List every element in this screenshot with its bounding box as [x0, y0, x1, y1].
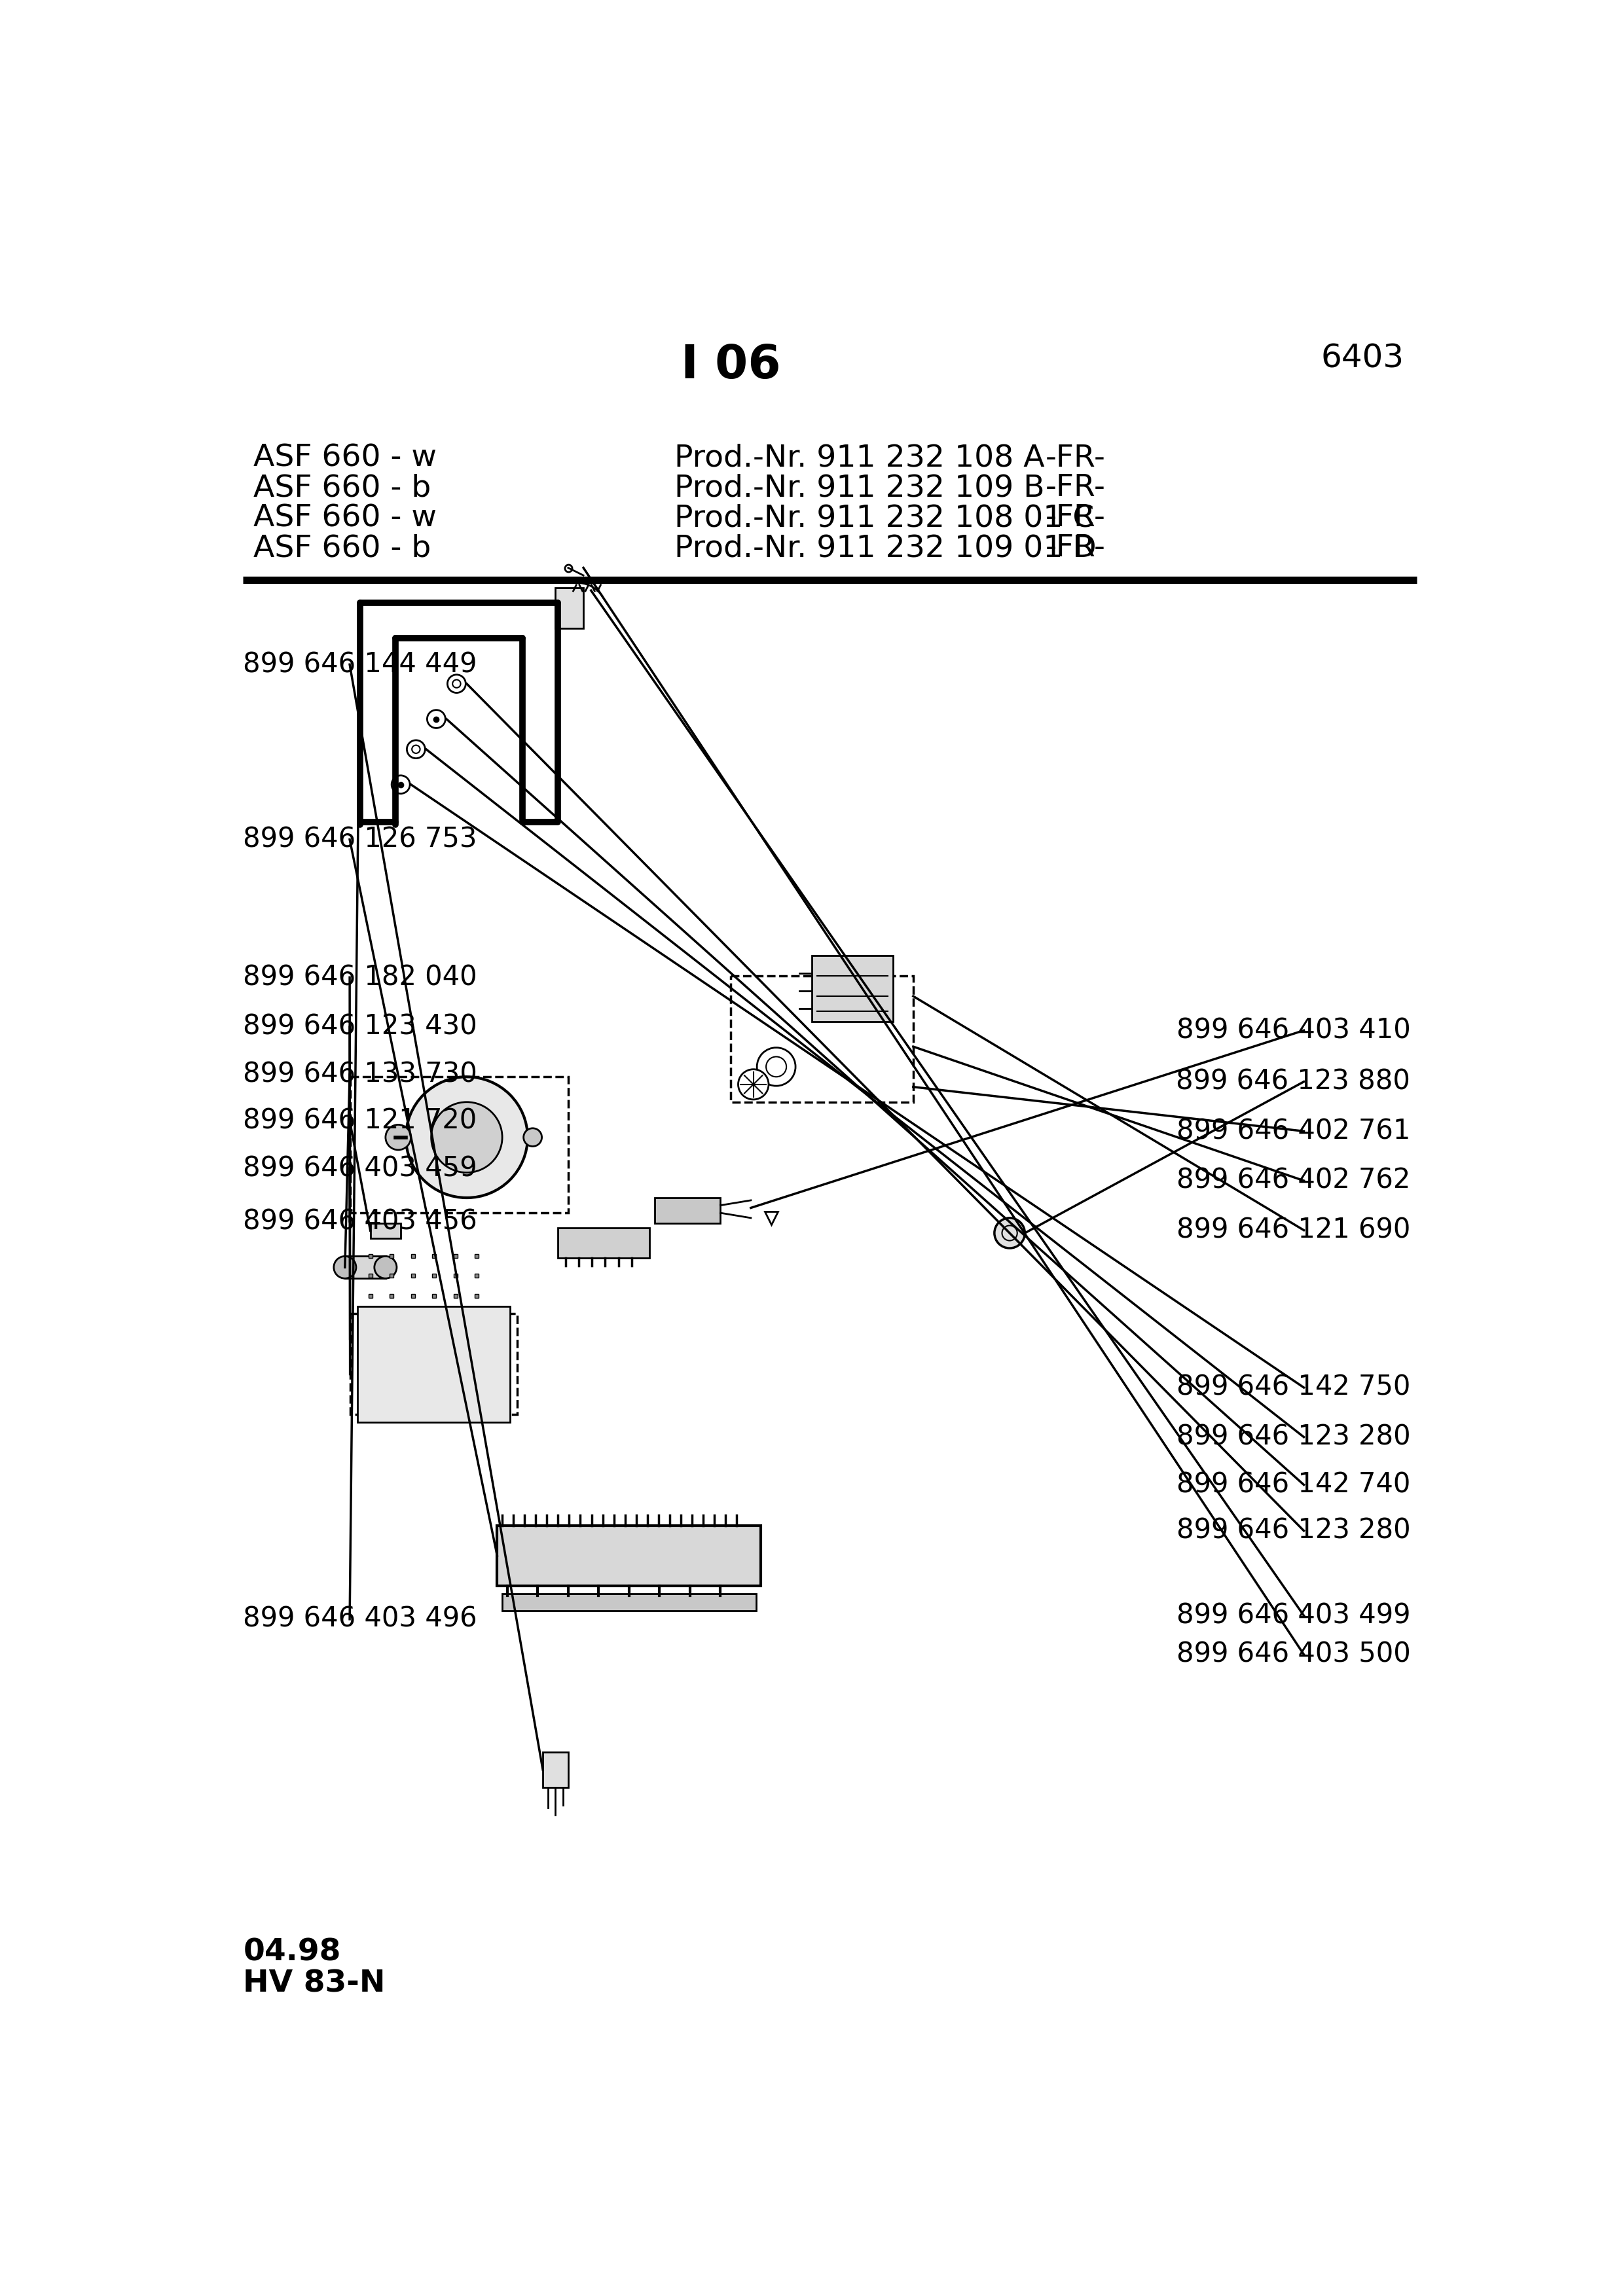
Text: 899 646 121 720: 899 646 121 720	[243, 1107, 477, 1134]
Text: 899 646 123 280: 899 646 123 280	[1177, 1424, 1410, 1451]
Bar	[542, 1752, 568, 1786]
Text: ASF 660 - w: ASF 660 - w	[253, 503, 437, 533]
Text: 899 646 123 880: 899 646 123 880	[1177, 1068, 1410, 1095]
Circle shape	[334, 1256, 355, 1279]
Bar	[654, 1199, 721, 1224]
Text: 04.98: 04.98	[243, 1938, 341, 1968]
Text: 899 646 123 280: 899 646 123 280	[1177, 1518, 1410, 1545]
Text: 899 646 142 750: 899 646 142 750	[1177, 1373, 1410, 1401]
Circle shape	[738, 1070, 769, 1100]
Bar	[502, 1593, 756, 1612]
Circle shape	[524, 1127, 542, 1146]
Circle shape	[448, 675, 466, 693]
Circle shape	[427, 709, 445, 728]
Circle shape	[432, 1102, 502, 1173]
Text: -FR-: -FR-	[1045, 533, 1105, 563]
Bar	[370, 1224, 401, 1238]
Text: 899 646 121 690: 899 646 121 690	[1177, 1217, 1410, 1244]
Circle shape	[391, 776, 411, 794]
Text: Prod.-Nr. 911 232 108 A: Prod.-Nr. 911 232 108 A	[675, 443, 1045, 473]
Bar	[812, 955, 893, 1022]
Circle shape	[995, 1217, 1024, 1249]
Circle shape	[386, 1125, 411, 1150]
Text: 899 646 403 410: 899 646 403 410	[1177, 1017, 1410, 1045]
Text: -FR-: -FR-	[1045, 503, 1105, 533]
Text: Prod.-Nr. 911 232 108 01 C: Prod.-Nr. 911 232 108 01 C	[675, 503, 1094, 533]
Bar	[346, 1256, 386, 1279]
Text: ASF 660 - w: ASF 660 - w	[253, 443, 437, 473]
Text: 899 646 133 730: 899 646 133 730	[243, 1061, 477, 1088]
Bar	[558, 1228, 649, 1258]
Bar	[730, 976, 914, 1102]
Text: I 06: I 06	[682, 342, 781, 388]
Text: HV 83-N: HV 83-N	[243, 1970, 386, 1998]
Text: Prod.-Nr. 911 232 109 01 D: Prod.-Nr. 911 232 109 01 D	[675, 533, 1097, 563]
Bar	[357, 1306, 510, 1421]
Circle shape	[756, 1047, 795, 1086]
Circle shape	[407, 739, 425, 758]
Circle shape	[375, 1256, 396, 1279]
Text: 899 646 126 753: 899 646 126 753	[243, 827, 477, 854]
Text: -FR-: -FR-	[1045, 443, 1105, 473]
Text: ASF 660 - b: ASF 660 - b	[253, 533, 430, 563]
Text: 899 646 403 499: 899 646 403 499	[1177, 1603, 1410, 1630]
Bar	[351, 1077, 568, 1212]
Text: 6403: 6403	[1321, 342, 1404, 374]
Text: ASF 660 - b: ASF 660 - b	[253, 473, 430, 503]
Text: 899 646 402 761: 899 646 402 761	[1177, 1118, 1410, 1146]
Text: 899 646 182 040: 899 646 182 040	[243, 964, 477, 992]
Text: Prod.-Nr. 911 232 109 B: Prod.-Nr. 911 232 109 B	[675, 473, 1045, 503]
Bar	[351, 1313, 518, 1414]
Text: 899 646 402 762: 899 646 402 762	[1177, 1166, 1410, 1194]
Text: 899 646 142 740: 899 646 142 740	[1177, 1472, 1410, 1499]
Bar	[555, 588, 583, 629]
Bar	[497, 1525, 761, 1587]
Circle shape	[406, 1077, 527, 1199]
Text: 899 646 403 500: 899 646 403 500	[1177, 1642, 1410, 1669]
Text: 899 646 123 430: 899 646 123 430	[243, 1013, 477, 1040]
Text: 899 646 144 449: 899 646 144 449	[243, 650, 477, 677]
Text: 899 646 403 459: 899 646 403 459	[243, 1155, 477, 1182]
Text: -FR-: -FR-	[1045, 473, 1105, 503]
Text: 899 646 403 456: 899 646 403 456	[243, 1208, 477, 1235]
Text: 899 646 403 496: 899 646 403 496	[243, 1605, 477, 1632]
